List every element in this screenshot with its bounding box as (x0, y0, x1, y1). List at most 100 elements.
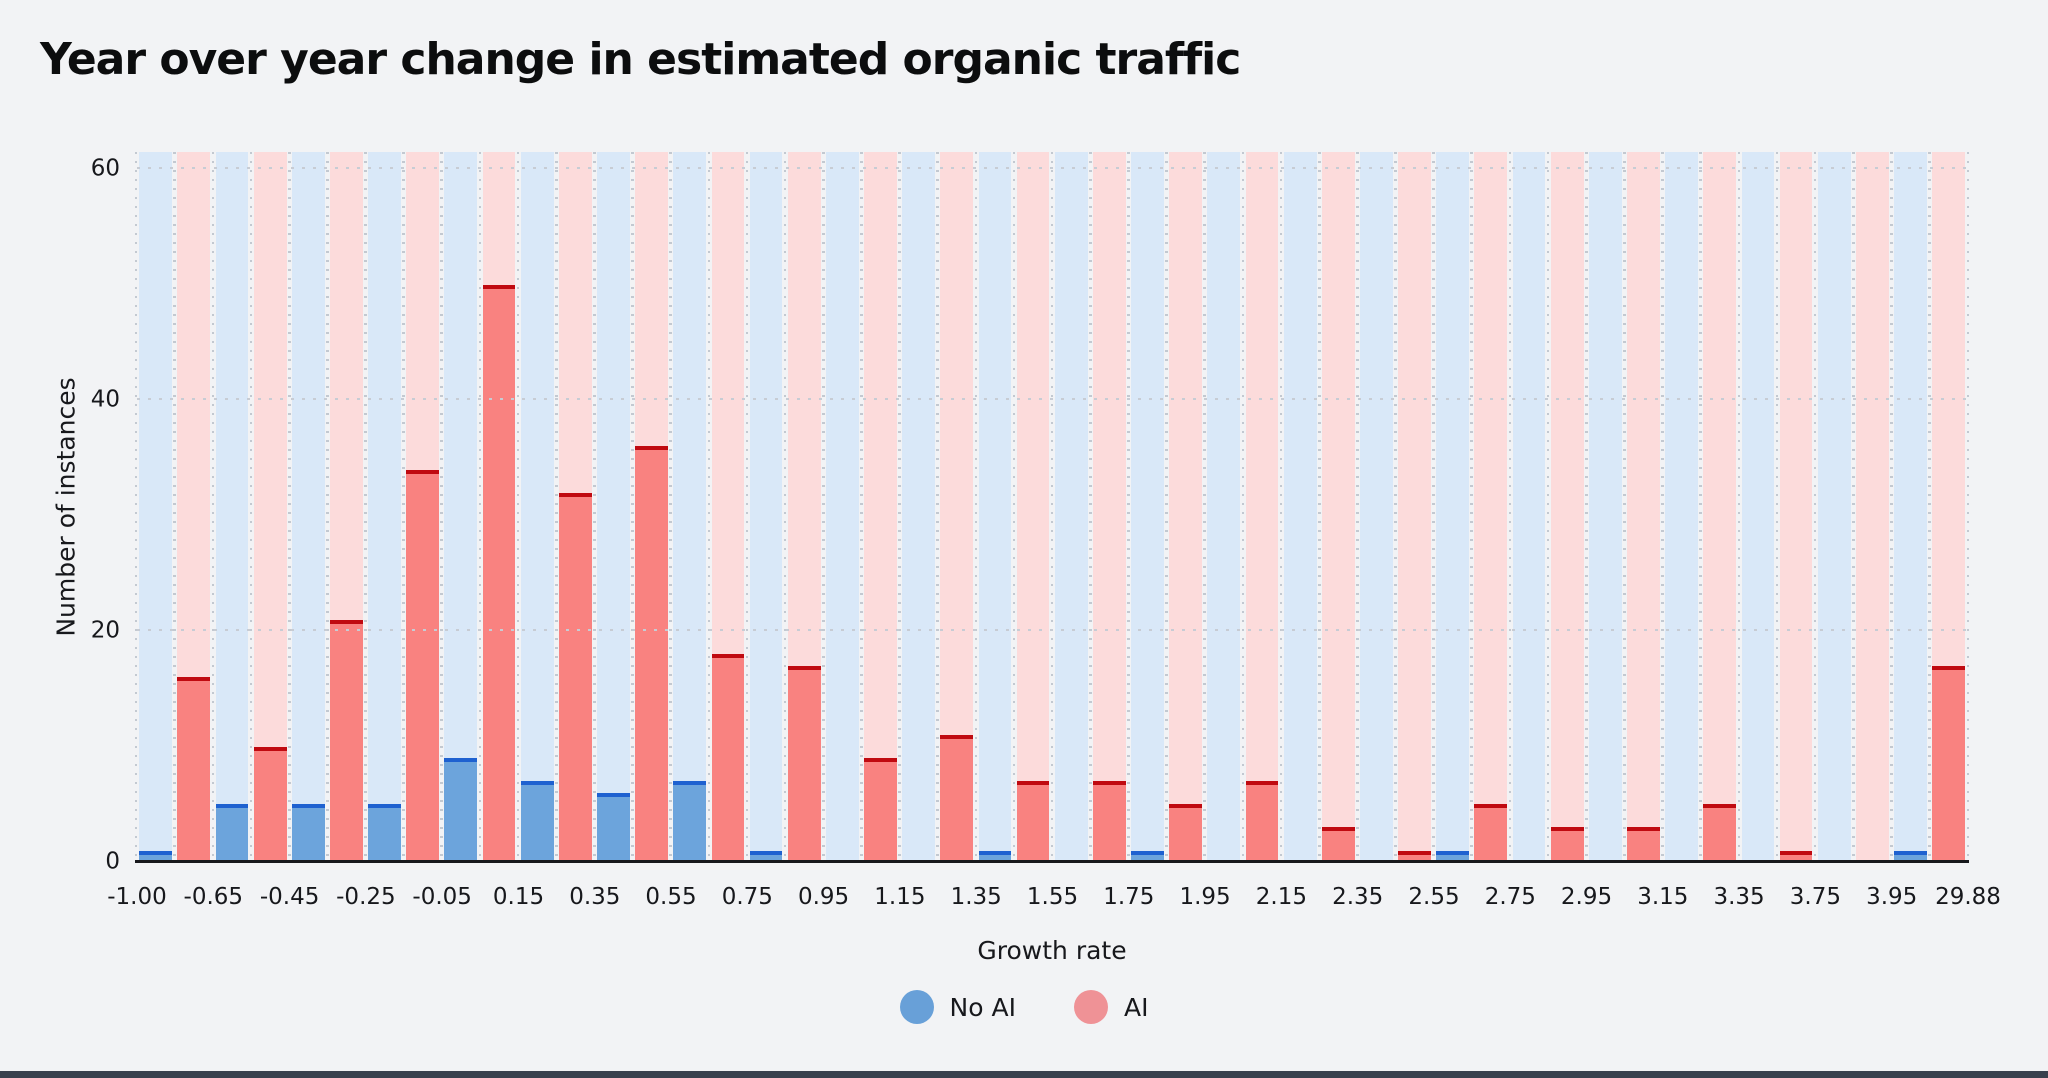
plot-area (135, 152, 1969, 862)
bar-ai[interactable] (177, 677, 211, 862)
band-no-ai (1432, 152, 1473, 862)
x-tick-label: 0.55 (645, 884, 697, 910)
bin-group (211, 152, 291, 862)
bar-no-ai[interactable] (1436, 850, 1470, 862)
bar-ai[interactable] (406, 469, 440, 862)
band-ai (1012, 152, 1054, 862)
band-no-ai (821, 152, 863, 862)
bar-no-ai[interactable] (215, 804, 249, 862)
x-axis-title: Growth rate (977, 936, 1127, 965)
bar-no-ai[interactable] (139, 850, 173, 862)
legend-swatch-ai (1073, 990, 1108, 1024)
band-no-ai (1127, 152, 1168, 862)
legend-swatch-no-ai (899, 990, 934, 1024)
x-tick-label: 1.75 (1103, 884, 1155, 910)
bar-ai[interactable] (558, 492, 592, 862)
band-no-ai (1050, 152, 1092, 862)
bar-no-ai[interactable] (673, 781, 707, 862)
bin-group (821, 152, 901, 862)
bin-group (1203, 152, 1283, 862)
band-ai (1394, 152, 1435, 862)
gridline (137, 167, 1968, 170)
chart-title: Year over year change in estimated organ… (40, 34, 1241, 85)
band-no-ai (898, 152, 939, 862)
band-no-ai (669, 152, 710, 862)
bar-no-ai[interactable] (749, 850, 783, 862)
y-axis-title: Number of instances (51, 377, 81, 637)
x-tick-label: 3.15 (1637, 884, 1689, 910)
bar-ai[interactable] (330, 619, 363, 862)
x-tick-label: 2.75 (1484, 884, 1536, 910)
band-no-ai (593, 152, 634, 862)
bin-group (1890, 152, 1969, 862)
bin-group (516, 152, 596, 862)
band-ai (1623, 152, 1664, 862)
bar-ai[interactable] (1703, 804, 1737, 862)
bar-no-ai[interactable] (1131, 850, 1164, 862)
bin-group (1127, 152, 1206, 862)
x-tick-label: 1.35 (950, 884, 1002, 910)
bar-ai[interactable] (1474, 804, 1508, 862)
x-tick-label: 0.35 (569, 884, 621, 910)
bar-ai[interactable] (1779, 850, 1813, 862)
legend-item-no-ai[interactable]: No AI (899, 990, 1016, 1024)
bar-no-ai[interactable] (597, 792, 630, 862)
bin-group (1050, 152, 1130, 862)
bar-ai[interactable] (864, 758, 897, 862)
band-no-ai (287, 152, 329, 862)
band-no-ai (135, 152, 176, 862)
x-tick-label: 0.95 (797, 884, 850, 910)
bar-no-ai[interactable] (368, 804, 401, 862)
bin-group (1584, 152, 1664, 862)
bar-ai[interactable] (1169, 804, 1203, 862)
band-no-ai (1508, 152, 1550, 862)
bar-ai[interactable] (711, 654, 745, 862)
x-tick-label: 1.15 (874, 884, 926, 910)
bin-group (974, 152, 1054, 862)
bar-ai[interactable] (1932, 665, 1966, 862)
bar-ai[interactable] (1550, 827, 1584, 862)
bin-group (745, 152, 825, 862)
bin-group (1508, 152, 1588, 862)
x-tick-label: 2.95 (1560, 884, 1613, 910)
x-tick-label: 3.75 (1789, 884, 1841, 910)
bin-group (1737, 152, 1817, 862)
y-tick-label: 40 (90, 386, 120, 413)
band-ai (1546, 152, 1588, 862)
bar-ai[interactable] (253, 746, 287, 862)
band-ai (1851, 152, 1893, 862)
bar-ai[interactable] (482, 284, 516, 862)
bin-group (1356, 152, 1435, 862)
band-no-ai (364, 152, 405, 862)
bar-ai[interactable] (940, 735, 974, 862)
x-tick-label: 0.15 (492, 884, 545, 910)
bar-ai[interactable] (1398, 850, 1431, 862)
x-tick-label: 1.95 (1179, 884, 1231, 910)
x-axis-line (135, 860, 1969, 863)
band-no-ai (1356, 152, 1397, 862)
bar-no-ai[interactable] (978, 850, 1012, 862)
bar-no-ai[interactable] (1894, 850, 1927, 862)
gridline (137, 629, 1968, 632)
bar-ai[interactable] (1016, 781, 1050, 862)
bar-ai[interactable] (1245, 781, 1279, 862)
window-bottom-edge (0, 1071, 2048, 1078)
legend-item-ai[interactable]: AI (1073, 990, 1148, 1024)
bar-ai[interactable] (787, 665, 821, 862)
band-ai (554, 152, 596, 862)
bin-group (135, 152, 214, 862)
bar-no-ai[interactable] (291, 804, 325, 862)
bar-ai[interactable] (1092, 781, 1126, 862)
bar-no-ai[interactable] (444, 758, 478, 862)
band-ai (1699, 152, 1740, 862)
band-ai (860, 152, 901, 862)
y-tick-label: 20 (90, 617, 120, 644)
bar-ai[interactable] (1321, 827, 1355, 862)
bar-ai[interactable] (635, 446, 668, 862)
bar-ai[interactable] (1627, 827, 1660, 862)
bar-no-ai[interactable] (520, 781, 554, 862)
gridline (137, 398, 1968, 401)
x-tick-label: 3.35 (1713, 884, 1765, 910)
band-ai (1241, 152, 1283, 862)
